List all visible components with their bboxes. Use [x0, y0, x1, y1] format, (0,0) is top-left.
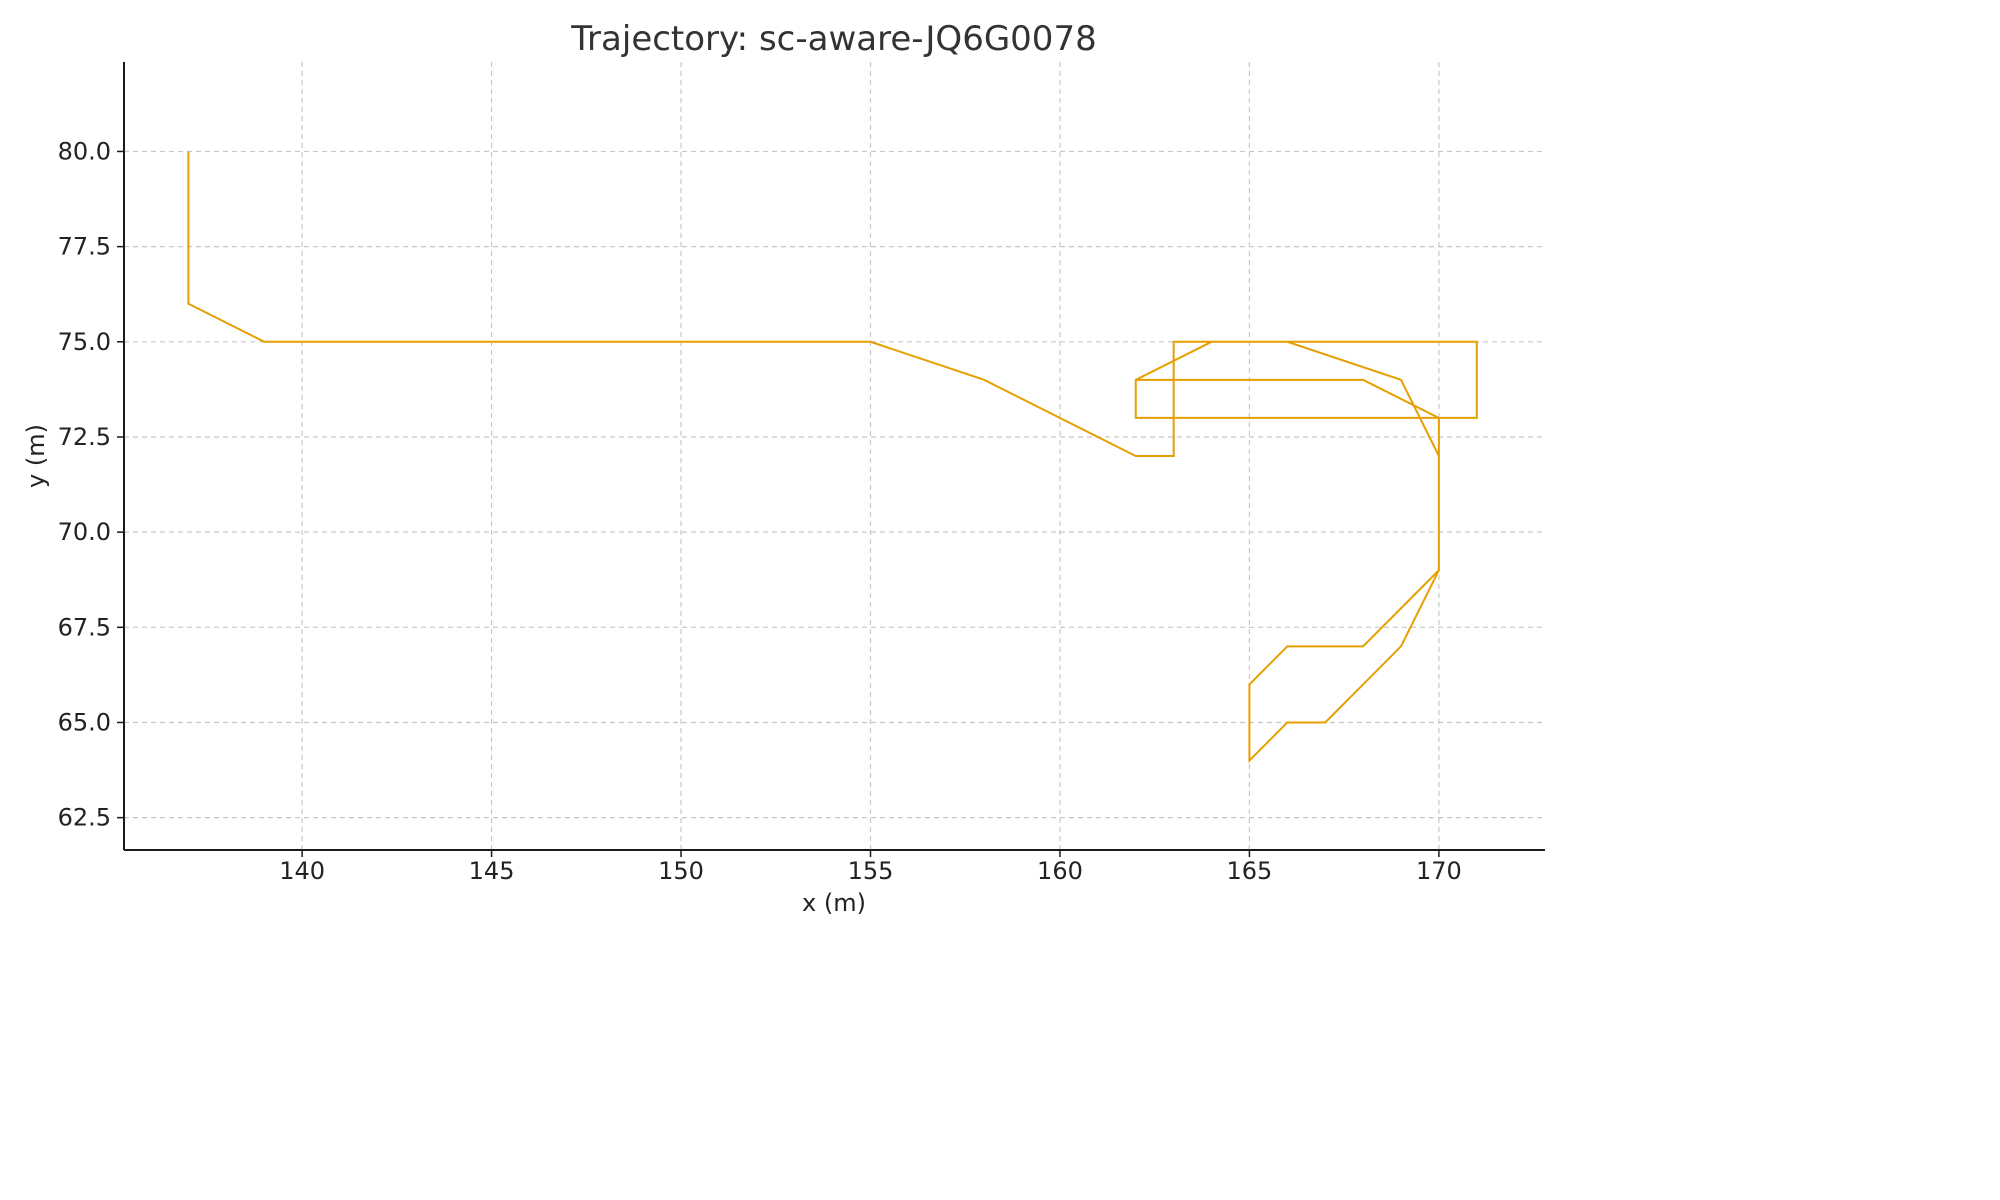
y-axis-label: y (m): [22, 424, 50, 488]
y-tick-label: 70.0: [58, 518, 111, 546]
x-tick-label: 165: [1227, 857, 1273, 885]
y-tick-label: 62.5: [58, 804, 111, 832]
trajectory-chart: Trajectory: sc-aware-JQ6G0078 140 145 150 1…: [22, 19, 1545, 917]
y-tick-label: 77.5: [58, 233, 111, 261]
tick-layer: 140 145 150 155 160 165 170 62.5 65.0 67.5 70.0 72.…: [58, 137, 1462, 885]
y-tick-label: 65.0: [58, 708, 111, 736]
y-tick-label: 75.0: [58, 328, 111, 356]
y-tick-label: 80.0: [58, 137, 111, 165]
chart-title: Trajectory: sc-aware-JQ6G0078: [570, 19, 1096, 59]
x-axis-label: x (m): [802, 889, 866, 917]
x-tick-label: 145: [469, 857, 515, 885]
x-tick-label: 170: [1416, 857, 1462, 885]
series-layer: [187, 151, 1478, 763]
x-tick-label: 160: [1037, 857, 1083, 885]
axes-layer: [123, 62, 1545, 851]
y-tick-label: 67.5: [58, 613, 111, 641]
grid-layer: [124, 62, 1545, 850]
x-tick-label: 150: [658, 857, 704, 885]
x-tick-label: 155: [848, 857, 894, 885]
chart-figure: Trajectory: sc-aware-JQ6G0078 140 145 150 1…: [22, 19, 1545, 917]
x-tick-label: 140: [279, 857, 325, 885]
trajectory-line-0: [187, 151, 1478, 763]
y-tick-label: 72.5: [58, 423, 111, 451]
